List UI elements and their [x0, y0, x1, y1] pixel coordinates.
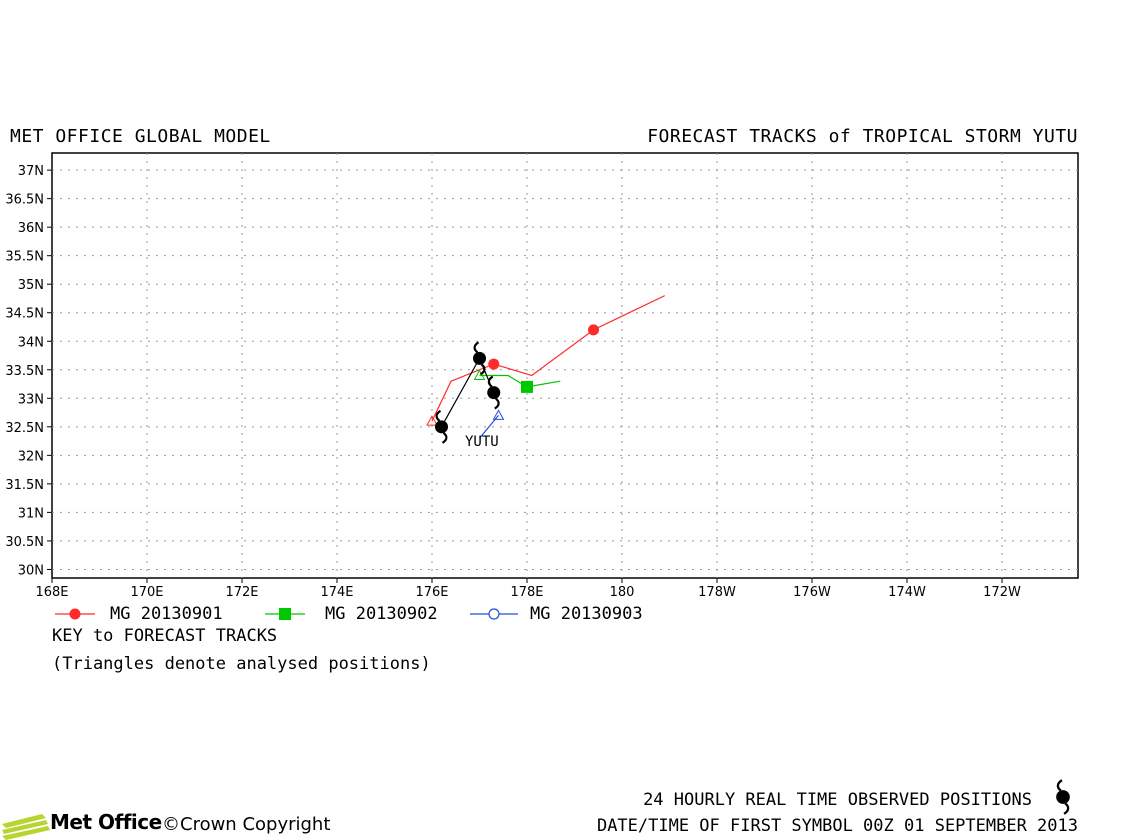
storm-core — [1056, 790, 1070, 804]
lat-tick-label: 34N — [18, 335, 44, 350]
legend-marker-3 — [488, 608, 500, 620]
storm-arm-top — [487, 375, 494, 388]
lon-tick-label: 174W — [888, 585, 926, 600]
lat-tick-label: 31N — [18, 506, 44, 521]
lon-tick-label: 172W — [983, 585, 1021, 600]
observed-positions-label: 24 HOURLY REAL TIME OBSERVED POSITIONS — [643, 790, 1032, 810]
lon-tick-label: 174E — [320, 585, 353, 600]
lat-tick-label: 34.5N — [5, 307, 44, 322]
analysed-position-1 — [426, 415, 438, 426]
lat-tick-label: 36.5N — [5, 193, 44, 208]
analysed-position-3 — [492, 409, 505, 420]
storm-arm-bottom — [441, 431, 448, 444]
storm-label: YUTU — [465, 434, 499, 450]
storm-arm-bottom — [1063, 802, 1070, 815]
legend-label-3: MG 20130903 — [530, 604, 643, 624]
track-line-1 — [431, 295, 666, 422]
logo-text: Met Office — [50, 810, 162, 834]
key-title: KEY to FORECAST TRACKS — [52, 626, 278, 646]
storm-arm-top — [435, 409, 442, 422]
legend — [55, 608, 518, 620]
observed-storm-icon — [435, 409, 448, 444]
met-office-logo-icon — [2, 814, 50, 840]
first-symbol-date: DATE/TIME OF FIRST SYMBOL 00Z 01 SEPTEMB… — [596, 816, 1078, 836]
storm-core — [473, 351, 486, 365]
storm-core — [435, 420, 448, 434]
lon-tick-label: 176W — [793, 585, 831, 600]
track-line-2 — [479, 374, 561, 388]
model-title: MET OFFICE GLOBAL MODEL — [10, 126, 271, 147]
lon-tick-label: 178E — [510, 585, 543, 600]
lat-tick-label: 32.5N — [5, 421, 44, 436]
legend-label-1: MG 20130901 — [110, 604, 223, 624]
lat-tick-label: 37N — [18, 164, 44, 179]
observed-track-line — [440, 356, 495, 428]
lat-tick-label: 35.5N — [5, 250, 44, 265]
lat-tick-label: 30N — [18, 563, 44, 578]
axis-ticks: 37N 36.5N 36N 35.5N 35N 34.5N 34N 33.5N 33N 32.5N… — [5, 164, 1021, 600]
lat-tick-label: 32N — [18, 449, 44, 464]
legend-marker-2 — [279, 608, 291, 620]
lon-tick-label: 178W — [698, 585, 736, 600]
storm-icon — [1056, 779, 1070, 815]
storm-arm-top — [473, 341, 480, 354]
plot-frame — [51, 152, 1079, 579]
footer-storm-icon — [1056, 779, 1070, 815]
storm-arm-bottom — [479, 363, 486, 376]
storm-core — [487, 386, 501, 400]
observed-storm-icon — [487, 375, 501, 410]
lat-tick-label: 36N — [18, 221, 44, 236]
legend-marker-1 — [69, 608, 81, 620]
lon-tick-label: 170E — [130, 585, 163, 600]
track-marker-2 — [521, 380, 533, 393]
lon-tick-label: 176E — [415, 585, 448, 600]
observed-storm-icon — [473, 341, 486, 376]
storm-arm-bottom — [494, 397, 500, 410]
legend-label-2: MG 20130902 — [325, 604, 438, 624]
lon-tick-label: 180 — [610, 585, 635, 600]
lat-tick-label: 31.5N — [5, 478, 44, 493]
key-note: (Triangles denote analysed positions) — [52, 654, 431, 674]
grid-lines — [52, 153, 1078, 578]
chart-title: FORECAST TRACKS of TROPICAL STORM YUTU — [647, 126, 1078, 147]
lon-tick-label: 168E — [35, 585, 68, 600]
copyright-text: ©Crown Copyright — [162, 814, 331, 835]
observed-positions — [435, 341, 501, 444]
track-marker-1 — [588, 324, 599, 336]
forecast-tracks — [426, 295, 666, 439]
lon-tick-label: 172E — [225, 585, 258, 600]
lat-tick-label: 30.5N — [5, 535, 44, 550]
track-marker-1 — [488, 358, 500, 370]
analysed-position-2 — [473, 369, 486, 380]
lat-tick-label: 33.5N — [5, 364, 44, 379]
storm-arm-top — [1056, 779, 1063, 792]
lat-tick-label: 35N — [18, 278, 44, 293]
lat-tick-label: 33N — [18, 392, 44, 407]
